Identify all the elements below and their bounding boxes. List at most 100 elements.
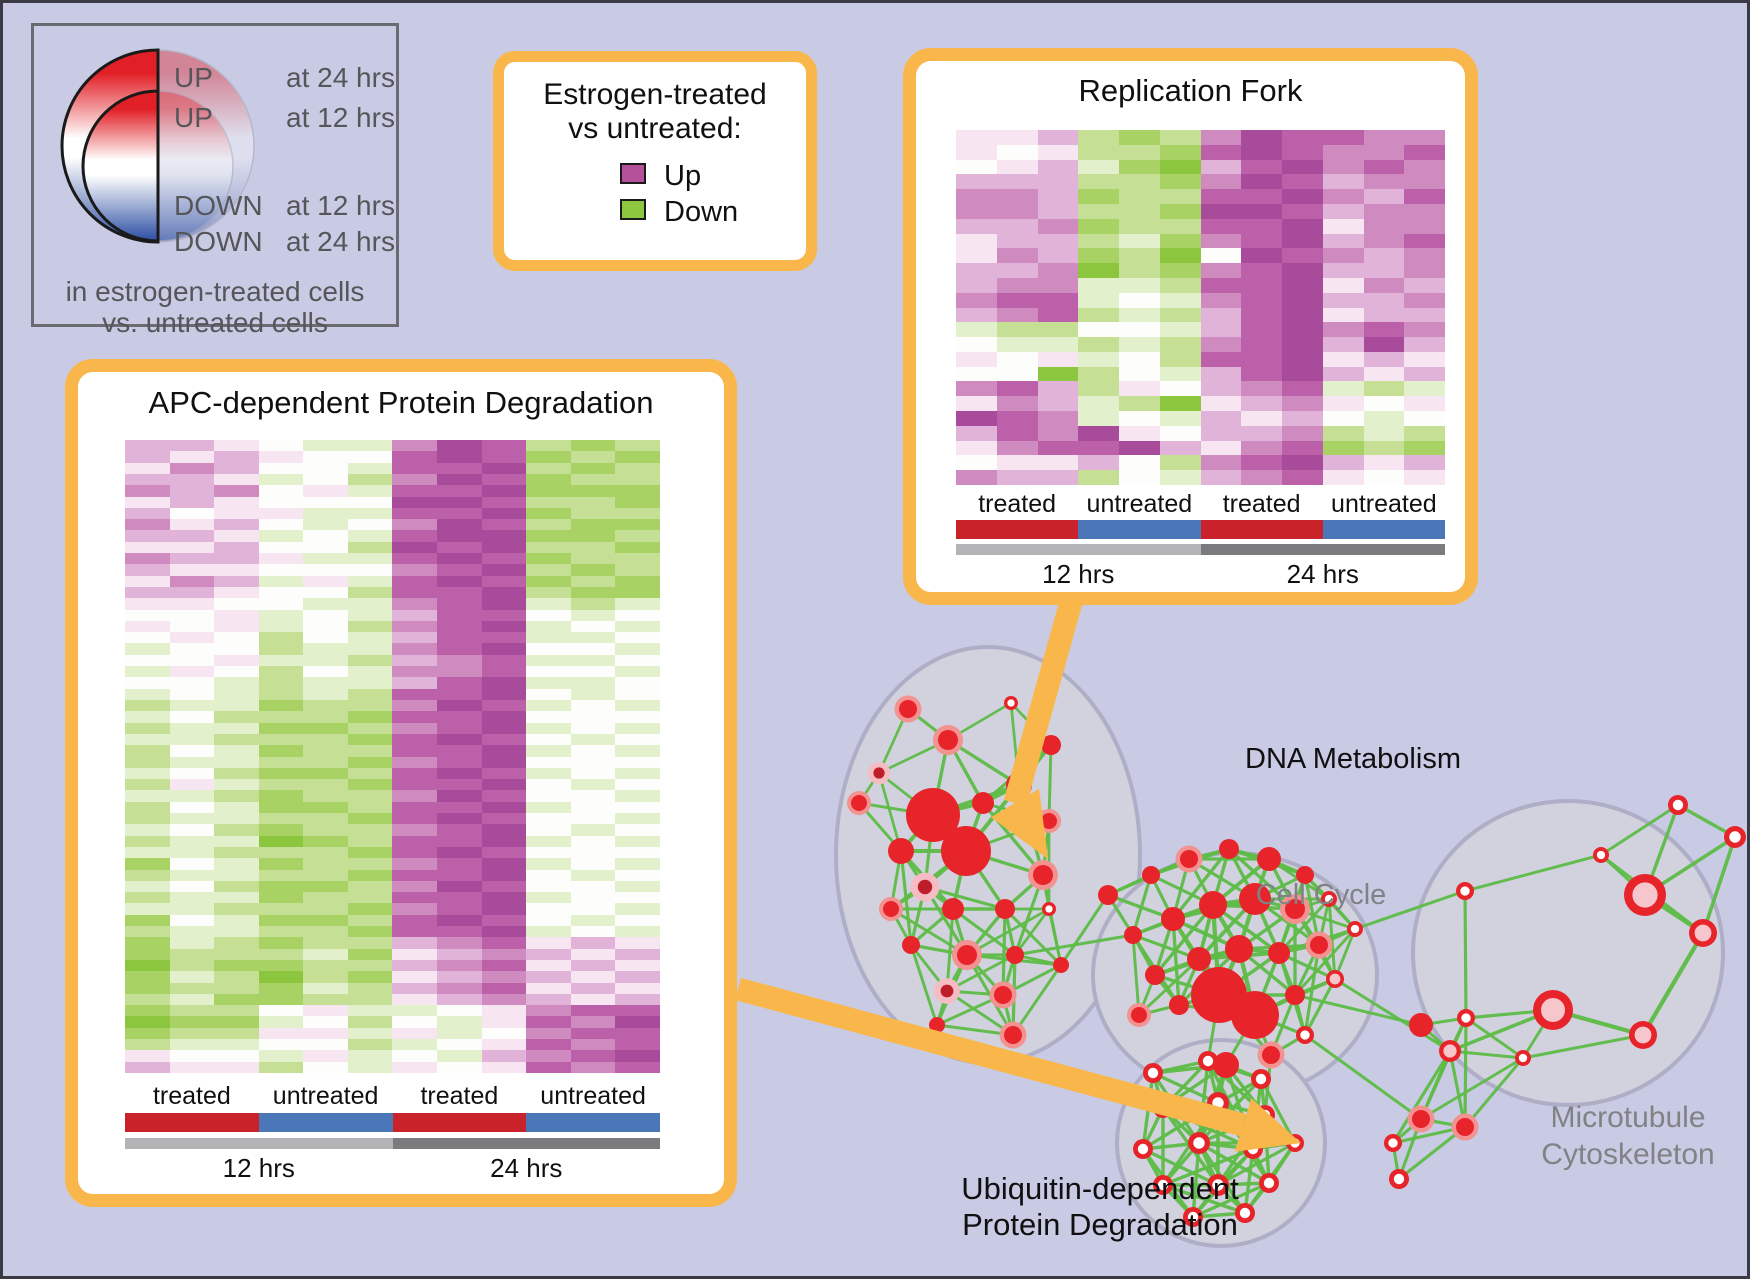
network-edge [1463,1017,1468,1128]
heatmap-cell [996,307,1038,323]
network-edge [1277,897,1331,955]
heatmap-cell [526,1016,571,1028]
heatmap-cell [169,926,215,938]
heatmap-cell [570,1050,616,1062]
replication-condition-labels: treated untreated treated untreated [956,490,1445,518]
heatmap-cell [347,1005,393,1017]
heatmap-cell [347,971,393,983]
heatmap-cell [481,541,527,554]
heatmap-cell [1363,159,1405,175]
heatmap-cell [392,699,438,712]
heatmap-cell [1078,307,1119,323]
heatmap-cell [1282,337,1323,352]
heatmap-cell [303,451,348,463]
heatmap-cell [1078,144,1119,160]
heatmap-cell [615,440,660,452]
up-swatch [620,163,646,184]
heatmap-cell [526,790,571,802]
heatmap-cell [615,643,660,655]
heatmap-cell [125,462,170,474]
heatmap-cell [481,767,527,780]
heatmap-cell [347,722,393,734]
heatmap-cell [615,982,660,994]
heatmap-cell [392,1050,438,1062]
gene-node-white-core [1193,1137,1205,1149]
heatmap-cell [347,643,393,655]
heatmap-cell [347,485,393,497]
heatmap-cell [169,1061,215,1073]
heatmap-cell [570,813,616,825]
heatmap-cell [303,586,348,599]
heatmap-cell [615,892,660,904]
heatmap-cell [303,959,348,972]
heatmap-cell [1241,337,1282,352]
network-edge [1059,894,1110,966]
heatmap-cell [1119,351,1160,367]
heatmap-cell [481,451,527,463]
heatmap-cell [1322,159,1364,175]
heatmap-cell [125,1016,170,1028]
heatmap-cell [392,971,438,983]
heatmap-cell [303,813,348,825]
heatmap-cell [570,971,616,983]
heatmap-cell [526,835,571,847]
condition-label: treated [420,1082,499,1110]
updown-ring-diagram [60,48,255,244]
heatmap-cell [1322,292,1364,308]
heatmap-cell [1037,218,1079,234]
heatmap-cell [214,824,259,836]
heatmap-cell [1363,189,1405,204]
gene-node-white-core [1324,894,1334,904]
network-edge [1243,1148,1255,1214]
heatmap-cell [258,959,304,972]
heatmap-cell [392,948,438,960]
heatmap-cell [481,666,527,678]
heatmap-cell [303,869,348,881]
heatmap-cell [1119,396,1160,412]
gene-node-red [906,788,960,842]
heatmap-cell [437,926,482,938]
heatmap-cell [258,643,304,655]
heatmap-cell [1282,263,1323,278]
heatmap-cell [481,959,527,972]
network-edge [1131,934,1141,1016]
heatmap-cell [1404,130,1445,145]
apc-degradation-title: APC-dependent Protein Degradation [148,385,654,420]
heatmap-cell [214,677,259,689]
heatmap-cell [1200,144,1242,160]
heatmap-cell [1037,440,1079,456]
ring-word: DOWN [174,226,263,257]
heatmap-cell [437,982,482,994]
heatmap-cell [437,801,482,814]
heatmap-cell [303,666,348,678]
heatmap-cell [437,1016,482,1028]
heatmap-cell [1037,233,1079,249]
heatmap-cell [1241,440,1282,456]
heatmap-cell [437,688,482,700]
heatmap-cell [169,485,215,497]
heatmap-cell [570,1016,616,1028]
callout-arrow-shaft [1003,598,1083,807]
heatmap-cell [437,790,482,802]
heatmap-cell [1037,130,1079,145]
gene-node-halo-core [1412,1110,1430,1128]
heatmap-cell [1363,470,1405,485]
heatmap-cell [615,654,660,667]
heatmap-cell [303,1027,348,1040]
gene-node-red [1161,907,1185,931]
gene-node-white-core [1460,886,1470,896]
heatmap-cell [1078,337,1119,352]
heatmap-cell [1119,218,1160,234]
network-edge [1137,957,1201,1017]
heatmap-cell [1159,366,1201,382]
inner-ring-solid-half [81,89,160,243]
heatmap-cell [526,948,571,960]
heatmap-cell [258,903,304,915]
heatmap-cell [437,575,482,587]
heatmap-cell [347,937,393,949]
heatmap-cell [526,688,571,700]
heatmap-cell [615,903,660,915]
heatmap-cell [392,609,438,621]
heatmap-cell [956,277,997,293]
heatmap-cell [125,530,170,542]
